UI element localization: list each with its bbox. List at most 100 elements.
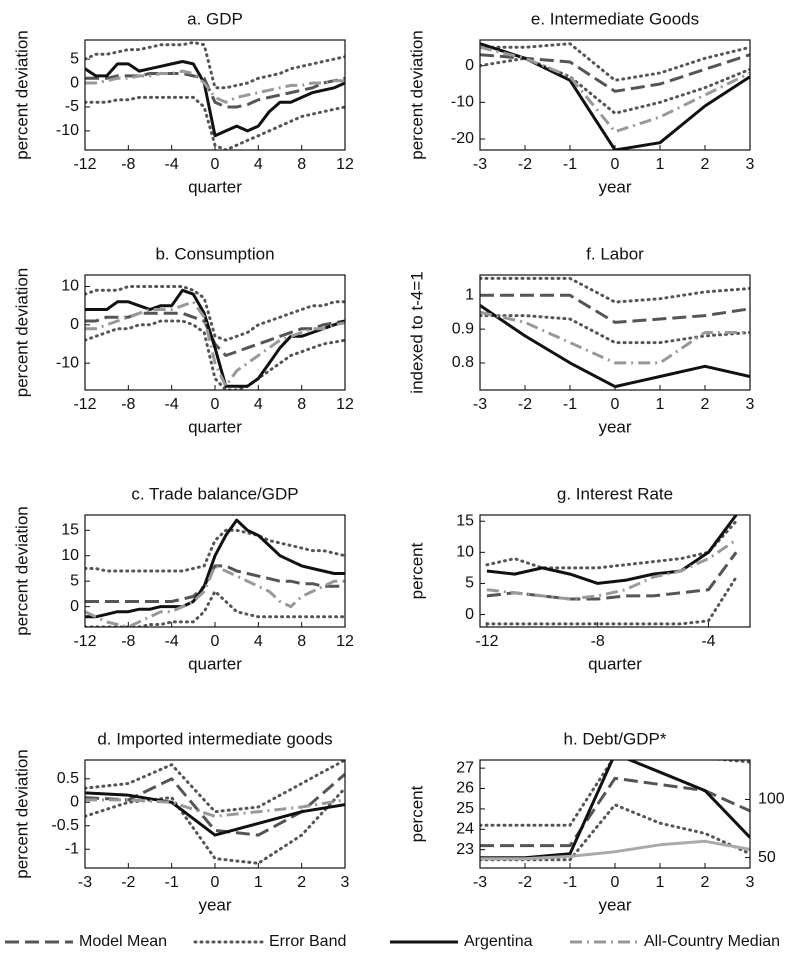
y-tick-label: 24 (456, 821, 474, 838)
y-tick-label: -10 (56, 354, 79, 371)
x-axis-label: quarter (188, 417, 242, 436)
series-line (480, 776, 750, 848)
x-tick-label: 2 (701, 874, 710, 891)
x-tick-label: 2 (297, 874, 306, 891)
series-line (85, 300, 345, 388)
series-line (85, 786, 345, 865)
series-line (85, 60, 345, 138)
plot-frame (479, 39, 751, 151)
y-tick-label: -5 (65, 98, 79, 115)
y-tick-label: 27 (456, 759, 474, 776)
x-tick-label: -8 (591, 633, 605, 650)
series-line (85, 791, 345, 837)
y-tick-label: 0 (70, 316, 79, 333)
y-tick-label: 0 (70, 598, 79, 615)
panel-title: f. Labor (586, 244, 644, 263)
x-tick-label: -1 (563, 874, 577, 891)
series-line (480, 314, 750, 345)
y-axis-label: percent (407, 542, 426, 599)
series-line (85, 518, 345, 619)
x-tick-label: 8 (297, 156, 306, 173)
legend-label: Model Mean (79, 933, 167, 950)
series-line (85, 564, 345, 603)
series-line (85, 69, 345, 104)
series-line (485, 519, 738, 570)
x-tick-label: 1 (656, 874, 665, 891)
x-tick-label: 8 (297, 633, 306, 650)
x-axis-label: year (198, 895, 231, 914)
series-line (486, 515, 738, 585)
x-tick-label: 0 (611, 874, 620, 891)
series-line (486, 538, 738, 601)
x-axis-label: year (598, 417, 631, 436)
plot-lines (85, 285, 345, 390)
y-axis-label: percent (407, 785, 426, 842)
legend-label: Argentina (464, 933, 533, 950)
x-tick-label: 0 (211, 156, 220, 173)
x-tick-label: -2 (518, 874, 532, 891)
series-line (85, 95, 345, 150)
y-tick-label: -10 (451, 94, 474, 111)
panel: g. Interest Rate quarter percent -12 -8 -4 0 5 1… (407, 484, 751, 673)
x-tick-label: -1 (563, 156, 577, 173)
x-tick-label: -8 (121, 156, 135, 173)
x-tick-label: -4 (165, 396, 179, 413)
x-axis-label: year (598, 895, 631, 914)
series-line (85, 772, 345, 837)
y-tick-label: 0 (70, 74, 79, 91)
series-line (480, 42, 750, 82)
x-tick-label: -3 (473, 874, 487, 891)
x-tick-label: 4 (254, 396, 263, 413)
panel-title: a. GDP (187, 9, 243, 28)
panel: a. GDP quarter percent deviation -12 -8 -4 0 4 8… (12, 9, 354, 196)
series-line (480, 42, 750, 150)
series-line (485, 575, 738, 626)
plot-lines (85, 760, 345, 865)
x-axis-label: quarter (188, 177, 242, 196)
y-tick-label: 15 (456, 512, 474, 529)
series-line (85, 285, 345, 342)
x-tick-label: 12 (336, 156, 354, 173)
legend-label: Error Band (269, 933, 346, 950)
x-tick-label: -8 (121, 396, 135, 413)
x-tick-label: 0 (611, 396, 620, 413)
series-line (480, 839, 750, 861)
plot-frame (84, 39, 346, 151)
y2-tick-label: 100 (758, 791, 785, 808)
x-tick-label: 12 (336, 633, 354, 650)
x-axis-label: quarter (588, 654, 642, 673)
series-line (85, 72, 345, 109)
series-line (85, 528, 345, 573)
series-line (85, 589, 345, 627)
series-line (480, 803, 750, 862)
x-tick-label: -2 (518, 156, 532, 173)
x-tick-label: -3 (473, 396, 487, 413)
y-tick-label: 10 (61, 547, 79, 564)
plot-lines (480, 760, 750, 862)
y-tick-label: 25 (456, 800, 474, 817)
x-axis-label: quarter (188, 654, 242, 673)
x-tick-label: -12 (73, 633, 96, 650)
y-tick-label: -20 (451, 130, 474, 147)
y-axis-label: percent deviation (12, 506, 31, 635)
x-tick-label: -12 (73, 396, 96, 413)
panel: b. Consumption quarter percent deviation -1… (12, 244, 354, 436)
legend-label: All-Country Median (644, 933, 780, 950)
panel-title: e. Intermediate Goods (531, 9, 699, 28)
panel: c. Trade balance/GDP quarter percent devia… (12, 484, 354, 673)
x-tick-label: 4 (254, 633, 263, 650)
y-tick-label: 1 (465, 287, 474, 304)
panel: e. Intermediate Goods year percent deviati… (407, 9, 754, 196)
y-tick-label: 5 (465, 575, 474, 592)
x-tick-label: 12 (336, 396, 354, 413)
panel: f. Labor year indexed to t-4=1 -3 -2 -1 0 1 2 3 1 0… (407, 244, 754, 436)
y-tick-label: -10 (56, 122, 79, 139)
panel-title: g. Interest Rate (557, 484, 673, 503)
x-tick-label: 0 (211, 874, 220, 891)
x-tick-label: 2 (701, 156, 710, 173)
panel-title: d. Imported intermediate goods (97, 729, 332, 748)
plot-lines (485, 515, 738, 626)
plot-lines (480, 276, 750, 389)
x-tick-label: 4 (254, 156, 263, 173)
